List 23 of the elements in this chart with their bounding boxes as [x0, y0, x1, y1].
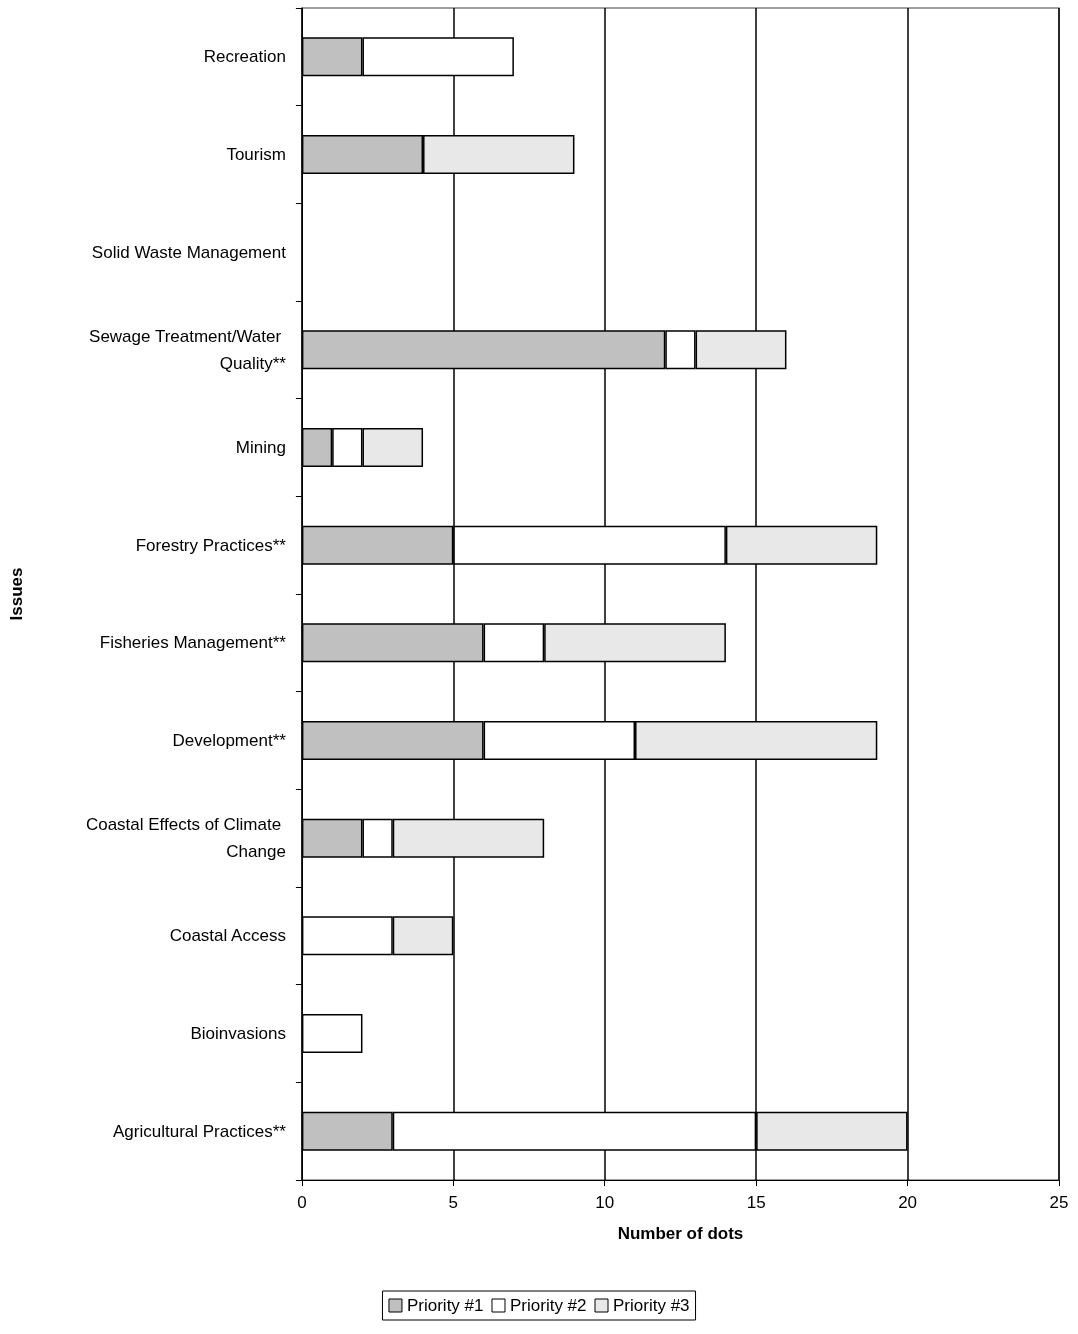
x-tick-label: 10	[595, 1193, 615, 1212]
legend-label: Priority #1	[406, 1296, 484, 1315]
y-tick-label: Coastal Access	[169, 926, 286, 946]
x-tick-label: 20	[898, 1193, 918, 1212]
y-tick-label: Forestry Practices**	[135, 535, 287, 555]
x-tick-label: 5	[448, 1193, 459, 1212]
x-tick-label: 0	[297, 1193, 307, 1212]
y-tick-label: Sewage Treatment/Water Quality**	[89, 326, 287, 373]
x-axis-title: Number of dots	[617, 1224, 744, 1243]
x-tick-label: 15	[746, 1193, 766, 1212]
y-tick-label: Fisheries Management**	[99, 633, 287, 653]
x-tick-label: 25	[1049, 1193, 1069, 1212]
y-tick-label: Agricultural Practices**	[112, 1121, 287, 1141]
y-tick-label: Coastal Effects of Climate Change	[85, 815, 286, 862]
y-tick-label: Mining	[235, 438, 286, 457]
y-axis-title: Issues	[7, 567, 26, 621]
y-tick-label: Development**	[172, 731, 287, 750]
legend-label: Priority #3	[613, 1296, 690, 1315]
y-tick-label: Solid Waste Management	[91, 242, 287, 262]
y-tick-label: Recreation	[203, 47, 286, 67]
y-tick-label: Tourism	[226, 145, 286, 164]
legend-label: Priority #2	[509, 1296, 587, 1315]
y-tick-label: Bioinvasions	[190, 1024, 286, 1043]
